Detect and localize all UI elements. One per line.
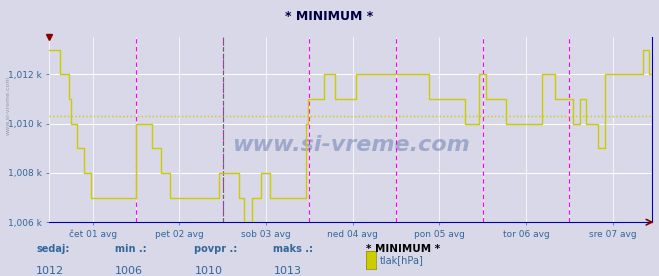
Text: www.si-vreme.com: www.si-vreme.com [232,134,470,155]
Text: tlak[hPa]: tlak[hPa] [380,255,424,265]
Text: sedaj:: sedaj: [36,244,70,254]
Text: min .:: min .: [115,244,147,254]
Text: 1006: 1006 [115,266,143,276]
Text: * MINIMUM *: * MINIMUM * [285,10,374,23]
Text: * MINIMUM *: * MINIMUM * [366,244,440,254]
Text: povpr .:: povpr .: [194,244,238,254]
Text: www.si-vreme.com: www.si-vreme.com [5,75,11,135]
Text: 1010: 1010 [194,266,222,276]
Text: 1013: 1013 [273,266,301,276]
Text: maks .:: maks .: [273,244,314,254]
Text: 1012: 1012 [36,266,65,276]
